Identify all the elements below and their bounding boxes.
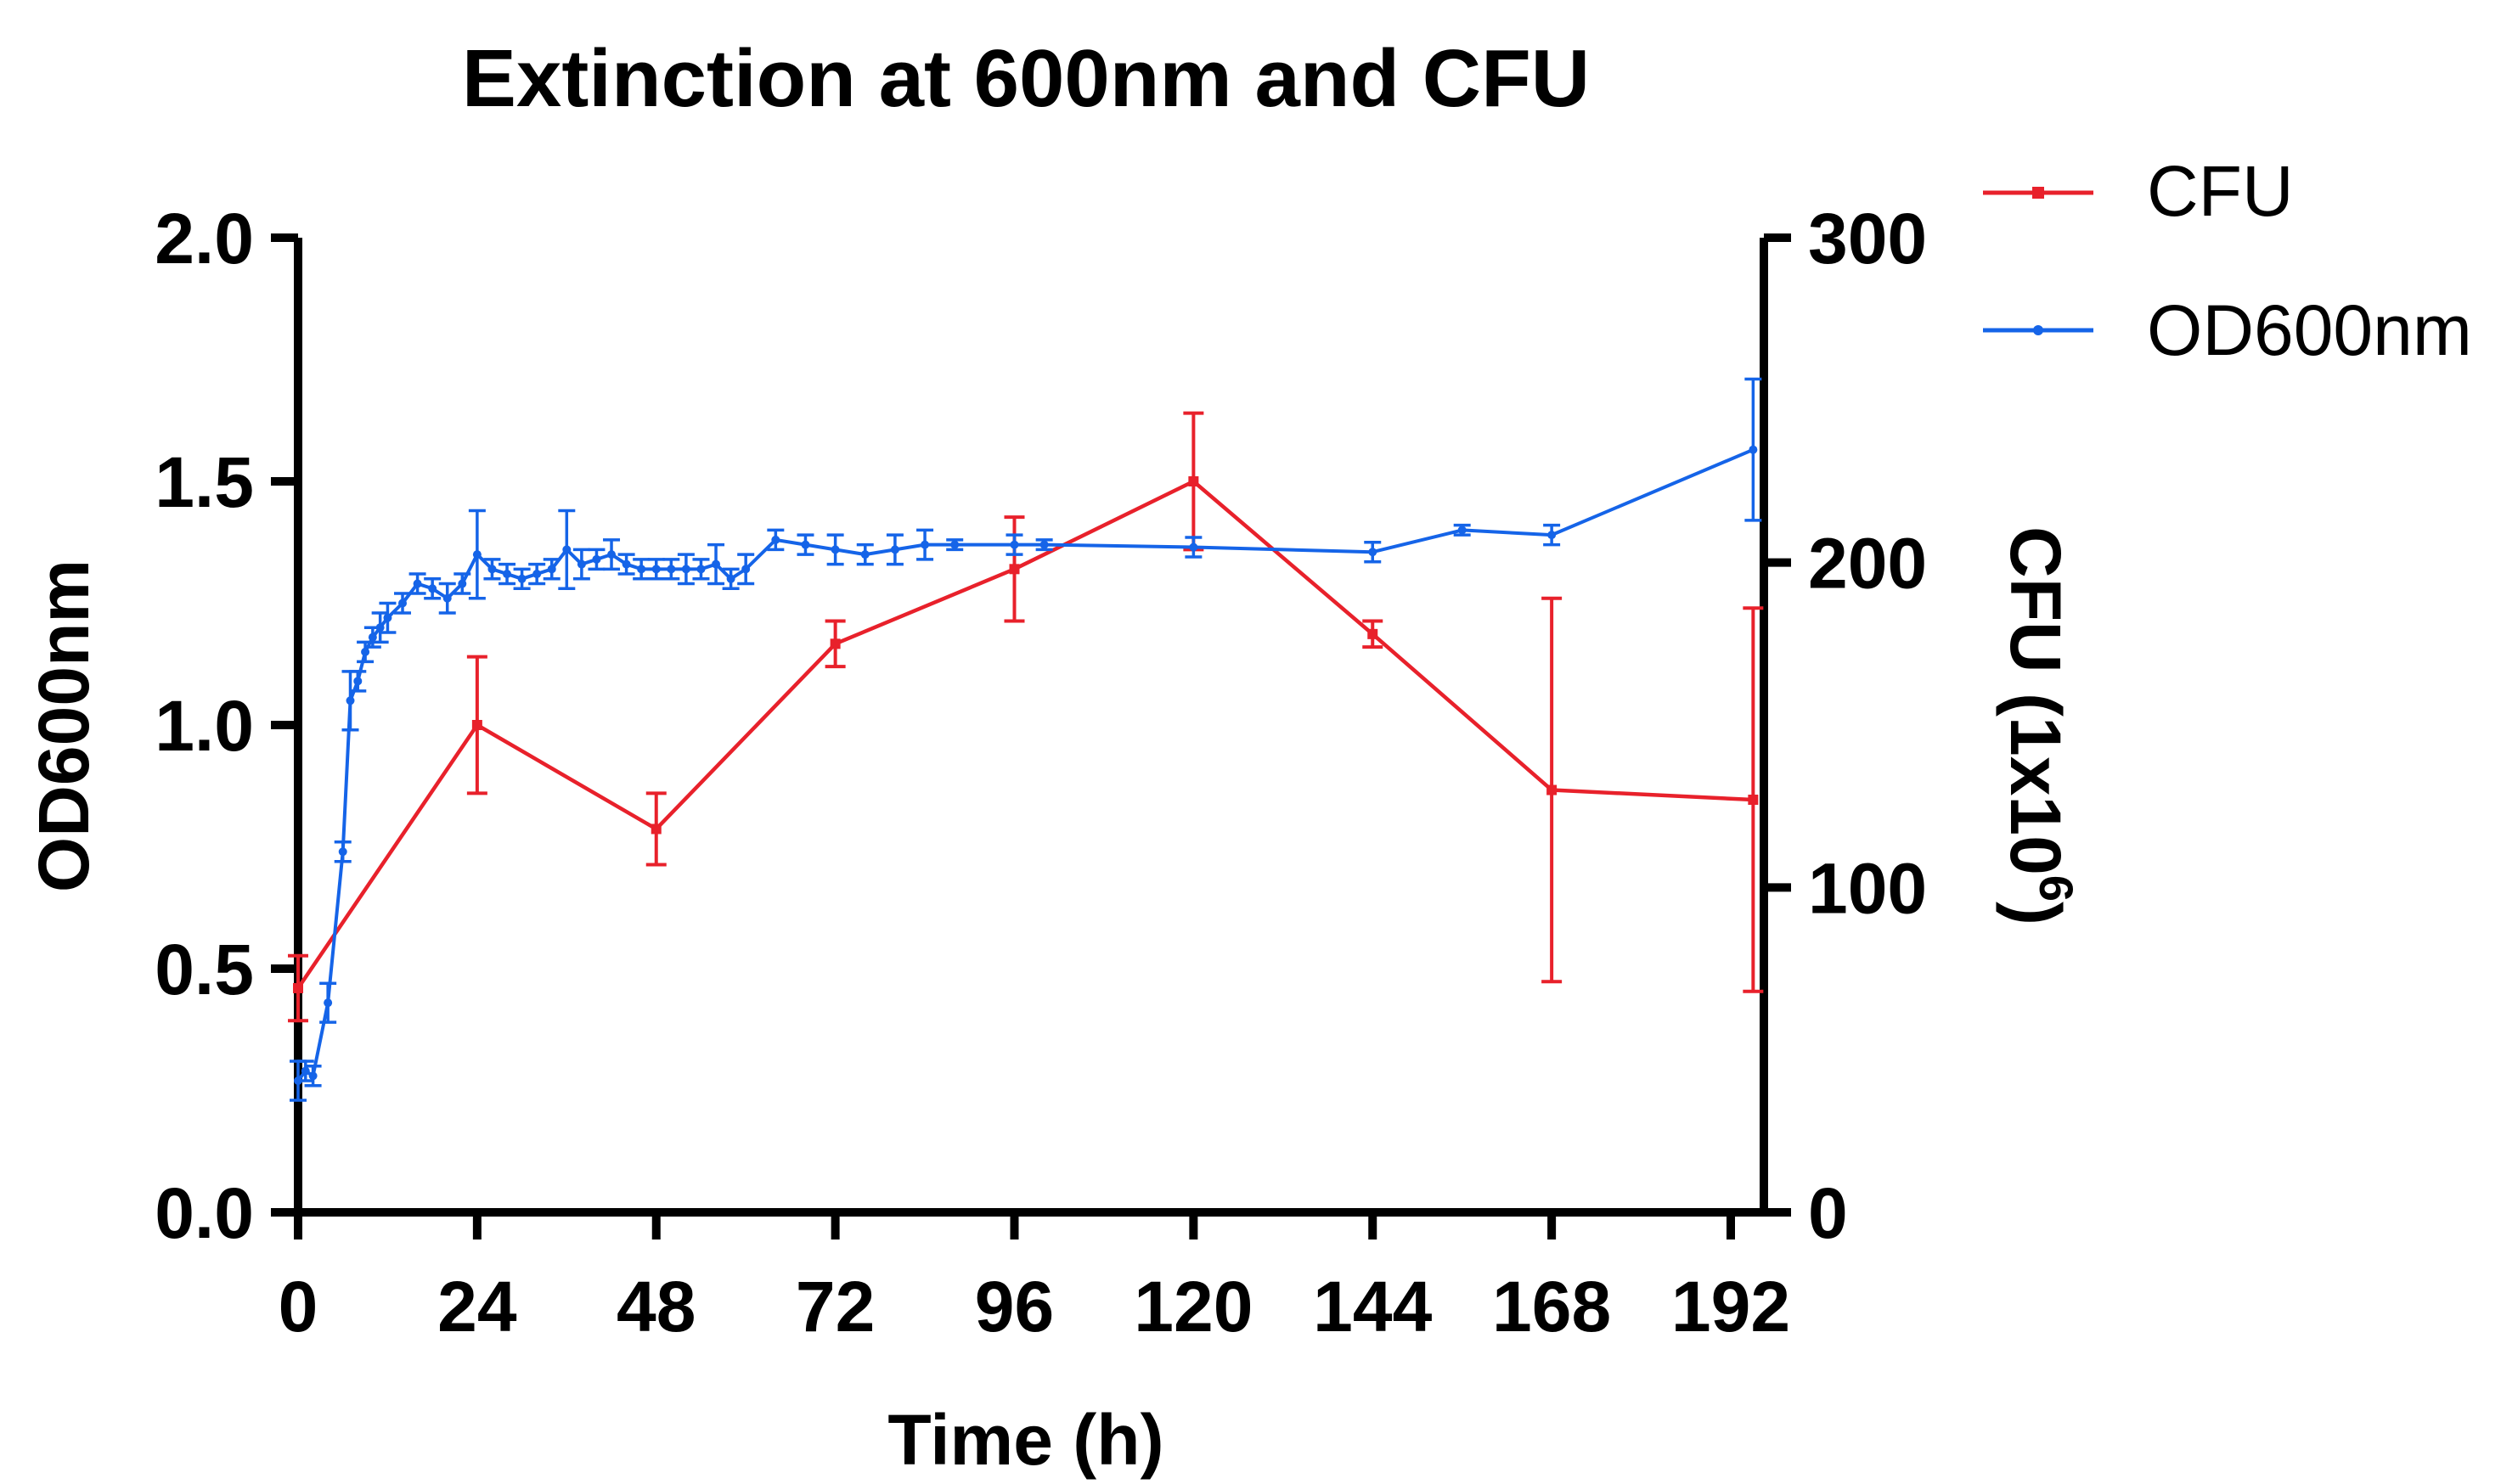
- od600-point: [361, 647, 370, 656]
- cfu-point: [1009, 564, 1020, 575]
- x-tick-label: 168: [1492, 1267, 1611, 1346]
- od600-point: [637, 565, 646, 574]
- od600-line: [296, 447, 1755, 1082]
- ticks-layer: 0 24 48 72 96 120 144 168 192 0.0 0.5 1.0 1.5 2.0 0 100…: [155, 199, 1927, 1346]
- od600-point: [375, 623, 385, 632]
- od600-point: [324, 998, 333, 1008]
- y-right-tick-label: 300: [1808, 199, 1927, 278]
- od600-point: [472, 550, 482, 559]
- od600-point: [712, 559, 721, 569]
- x-tick-label: 192: [1671, 1267, 1790, 1346]
- y-axis-right-title-main: CFU (1x10: [1996, 526, 2076, 875]
- y-right-tick-label: 0: [1808, 1173, 1848, 1253]
- cfu-point: [293, 982, 303, 993]
- x-tick-label: 72: [796, 1267, 875, 1346]
- od600-point: [1039, 540, 1049, 549]
- od600-point: [353, 677, 363, 686]
- od600-point: [577, 559, 586, 569]
- od600-point: [398, 599, 408, 608]
- x-tick-label: 24: [437, 1267, 517, 1346]
- od600-point: [860, 550, 870, 559]
- od600-point: [338, 847, 347, 857]
- od600-point: [1189, 542, 1198, 552]
- y-left-tick-label: 0.5: [155, 930, 254, 1009]
- od600-point: [921, 540, 930, 549]
- od600-point: [487, 565, 497, 574]
- od600-point: [517, 574, 527, 583]
- y-left-tick-label: 1.5: [155, 442, 254, 522]
- cfu-point: [830, 638, 841, 649]
- legend-od-label: OD600nm: [2147, 290, 2472, 370]
- od600-point: [1457, 526, 1467, 535]
- y-axis-left-title: OD600nm: [24, 559, 104, 892]
- cfu-point: [1367, 628, 1378, 639]
- od600-point: [890, 545, 899, 554]
- od600-point: [726, 574, 735, 583]
- od600-point: [1368, 548, 1377, 557]
- od600-point: [1547, 531, 1557, 540]
- cfu-point: [651, 824, 662, 835]
- od600-point: [442, 593, 452, 603]
- cfu-point: [471, 720, 482, 730]
- y-axis-right-title-sup: 6: [2030, 875, 2083, 902]
- x-tick-label: 0: [279, 1267, 318, 1346]
- y-left-tick-label: 1.0: [155, 686, 254, 766]
- od600-point: [1010, 540, 1019, 549]
- cfu-point: [1546, 784, 1558, 795]
- od600-point: [428, 584, 437, 593]
- y-axis-right-title: CFU (1x106): [1996, 526, 2083, 925]
- y-left-tick-label: 0.0: [155, 1173, 254, 1253]
- od600-point: [301, 1066, 310, 1076]
- od600-point: [308, 1071, 318, 1081]
- chart-title: Extinction at 600nm and CFU: [462, 33, 1590, 124]
- x-tick-label: 96: [975, 1267, 1054, 1346]
- x-tick-label: 144: [1313, 1267, 1432, 1346]
- od600-point: [592, 554, 601, 564]
- legend: CFU OD600nm: [1983, 151, 2472, 370]
- od600-point: [622, 559, 631, 569]
- od600-point: [607, 550, 617, 559]
- od600-point: [562, 545, 572, 554]
- od600-point: [383, 613, 392, 622]
- od600-point: [651, 565, 661, 574]
- od600-point: [294, 1076, 302, 1086]
- od600-point: [741, 565, 751, 574]
- od600-point: [458, 579, 467, 588]
- cfu-point: [1748, 795, 1759, 806]
- legend-cfu-marker: [2032, 187, 2044, 199]
- y-axis-right-title-close: ): [1996, 902, 2076, 925]
- od600-point: [413, 579, 422, 588]
- od600-point: [681, 565, 690, 574]
- od600-point: [368, 632, 377, 642]
- od600-point: [831, 545, 840, 554]
- cfu-point: [1188, 476, 1199, 486]
- y-left-tick-label: 2.0: [155, 199, 254, 278]
- od600-point: [532, 570, 542, 579]
- legend-cfu-label: CFU: [2147, 151, 2294, 231]
- y-right-tick-label: 100: [1808, 848, 1927, 928]
- series-od600: [290, 377, 1762, 1102]
- x-axis-title: Time (h): [887, 1400, 1163, 1480]
- cfu-line: [296, 479, 1754, 990]
- od600-point: [696, 565, 706, 574]
- x-tick-label: 120: [1134, 1267, 1253, 1346]
- y-right-tick-label: 200: [1808, 524, 1927, 604]
- od600-point: [547, 565, 556, 574]
- series-cfu: [288, 411, 1764, 1023]
- od600-point: [801, 540, 810, 549]
- od600-point: [771, 535, 780, 544]
- series-layer: [288, 377, 1764, 1102]
- od600-point: [346, 696, 355, 705]
- od600-point: [667, 565, 676, 574]
- od600-point: [950, 540, 960, 549]
- x-tick-label: 48: [617, 1267, 696, 1346]
- legend-od-marker: [2033, 325, 2043, 335]
- od600-point: [1749, 445, 1758, 454]
- od600-point: [503, 570, 512, 579]
